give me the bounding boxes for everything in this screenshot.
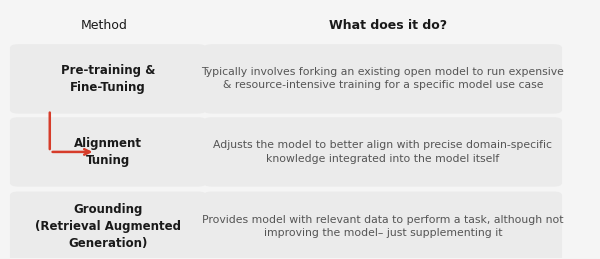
Text: Method: Method xyxy=(80,19,127,32)
FancyBboxPatch shape xyxy=(203,44,562,114)
Text: Typically involves forking an existing open model to run expensive
& resource-in: Typically involves forking an existing o… xyxy=(202,67,564,90)
Text: Grounding
(Retrieval Augmented
Generation): Grounding (Retrieval Augmented Generatio… xyxy=(35,203,181,250)
Text: Adjusts the model to better align with precise domain-specific
knowledge integra: Adjusts the model to better align with p… xyxy=(213,140,552,163)
FancyBboxPatch shape xyxy=(10,117,206,187)
FancyBboxPatch shape xyxy=(10,191,206,259)
FancyBboxPatch shape xyxy=(10,44,206,114)
FancyBboxPatch shape xyxy=(203,191,562,259)
Text: Pre-training &
Fine-Tuning: Pre-training & Fine-Tuning xyxy=(61,64,155,94)
Text: Alignment
Tuning: Alignment Tuning xyxy=(74,137,142,167)
FancyBboxPatch shape xyxy=(203,117,562,187)
Text: Provides model with relevant data to perform a task, although not
improving the : Provides model with relevant data to per… xyxy=(202,215,563,238)
Text: What does it do?: What does it do? xyxy=(329,19,448,32)
